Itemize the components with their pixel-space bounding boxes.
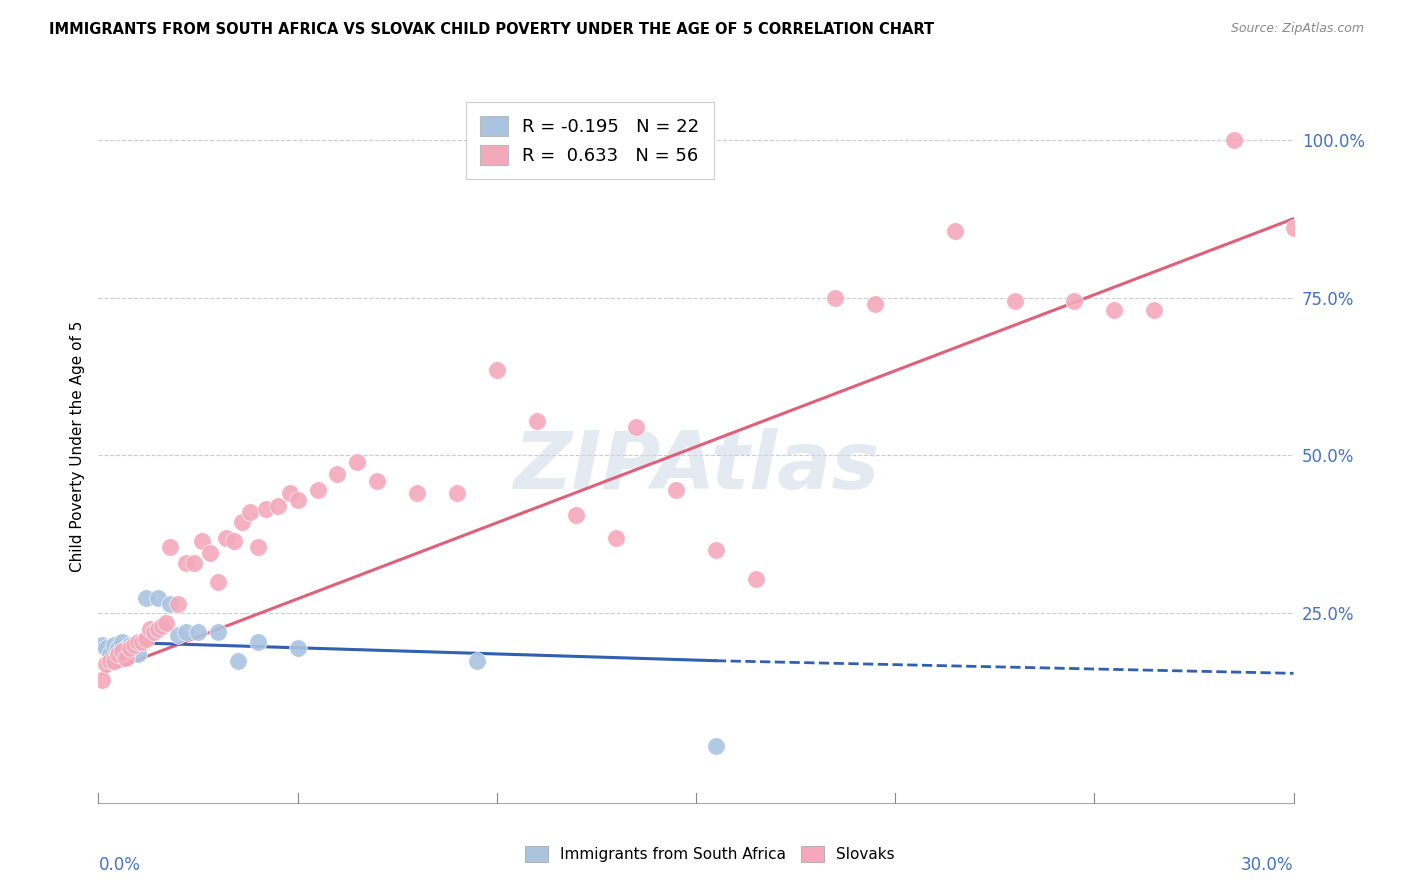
Point xyxy=(278,486,301,500)
Point xyxy=(174,625,197,640)
Point xyxy=(287,492,309,507)
Point xyxy=(1282,221,1305,235)
Point xyxy=(120,638,142,652)
Point xyxy=(96,657,118,671)
Point xyxy=(159,540,181,554)
Point xyxy=(246,634,269,648)
Text: 0.0%: 0.0% xyxy=(98,856,141,874)
Point xyxy=(111,634,134,648)
Point xyxy=(665,483,688,498)
Point xyxy=(267,499,290,513)
Point xyxy=(326,467,349,482)
Point xyxy=(115,641,138,656)
Point xyxy=(135,591,157,605)
Text: IMMIGRANTS FROM SOUTH AFRICA VS SLOVAK CHILD POVERTY UNDER THE AGE OF 5 CORRELAT: IMMIGRANTS FROM SOUTH AFRICA VS SLOVAK C… xyxy=(49,22,935,37)
Y-axis label: Child Poverty Under the Age of 5: Child Poverty Under the Age of 5 xyxy=(69,320,84,572)
Point xyxy=(605,531,627,545)
Point xyxy=(143,625,166,640)
Point xyxy=(745,572,768,586)
Point xyxy=(246,540,269,554)
Point xyxy=(239,505,262,519)
Point xyxy=(824,291,846,305)
Point xyxy=(526,414,548,428)
Point xyxy=(111,644,134,658)
Point xyxy=(465,654,488,668)
Point xyxy=(865,297,887,311)
Point xyxy=(115,650,138,665)
Point xyxy=(485,363,508,377)
Legend: Immigrants from South Africa, Slovaks: Immigrants from South Africa, Slovaks xyxy=(519,840,901,868)
Text: Source: ZipAtlas.com: Source: ZipAtlas.com xyxy=(1230,22,1364,36)
Point xyxy=(183,556,205,570)
Point xyxy=(207,574,229,589)
Point xyxy=(124,638,146,652)
Point xyxy=(231,515,253,529)
Point xyxy=(148,591,170,605)
Point xyxy=(287,641,309,656)
Point xyxy=(148,622,170,636)
Point xyxy=(187,625,209,640)
Point xyxy=(366,474,388,488)
Point xyxy=(127,634,149,648)
Point xyxy=(98,654,122,668)
Point xyxy=(406,486,429,500)
Point xyxy=(1004,293,1026,308)
Point xyxy=(155,615,177,630)
Point xyxy=(1223,133,1246,147)
Point xyxy=(1063,293,1085,308)
Point xyxy=(96,641,118,656)
Point xyxy=(207,625,229,640)
Point xyxy=(626,420,648,434)
Point xyxy=(446,486,468,500)
Point xyxy=(174,556,197,570)
Point xyxy=(943,224,966,238)
Point xyxy=(565,508,588,523)
Point xyxy=(704,739,727,753)
Point xyxy=(91,673,114,687)
Point xyxy=(135,632,157,646)
Point xyxy=(103,654,125,668)
Point xyxy=(167,597,190,611)
Point xyxy=(254,502,277,516)
Point xyxy=(222,533,245,548)
Point xyxy=(215,531,238,545)
Text: ZIPAtlas: ZIPAtlas xyxy=(513,428,879,507)
Point xyxy=(120,641,142,656)
Point xyxy=(139,622,162,636)
Point xyxy=(103,638,125,652)
Point xyxy=(1143,303,1166,318)
Point xyxy=(131,634,153,648)
Point xyxy=(346,455,368,469)
Point xyxy=(91,638,114,652)
Point xyxy=(127,648,149,662)
Point xyxy=(150,619,173,633)
Point xyxy=(226,654,249,668)
Point xyxy=(307,483,329,498)
Point xyxy=(167,628,190,642)
Text: 30.0%: 30.0% xyxy=(1241,856,1294,874)
Point xyxy=(198,546,221,560)
Point xyxy=(704,543,727,558)
Point xyxy=(107,648,129,662)
Point xyxy=(159,597,181,611)
Point xyxy=(1104,303,1126,318)
Point xyxy=(98,648,122,662)
Point xyxy=(107,641,129,656)
Legend: R = -0.195   N = 22, R =  0.633   N = 56: R = -0.195 N = 22, R = 0.633 N = 56 xyxy=(465,102,713,179)
Point xyxy=(191,533,214,548)
Point xyxy=(124,641,146,656)
